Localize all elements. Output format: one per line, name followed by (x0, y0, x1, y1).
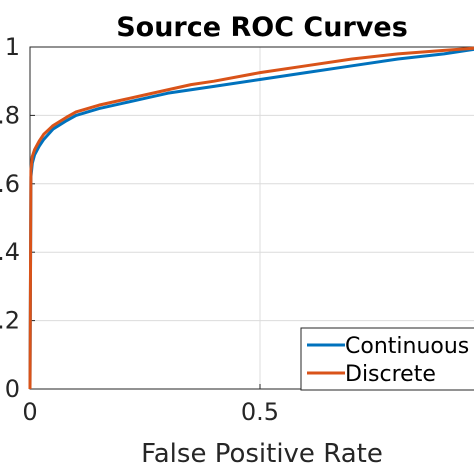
series-line-discrete (28, 46, 474, 390)
y-tick-label-2: 0.4 (0, 238, 20, 266)
legend-box (300, 327, 474, 391)
legend-label-continuous: Continuous (345, 334, 469, 359)
x-tick-label-0: 0 (22, 398, 37, 426)
x-tick-label-1: 0.5 (241, 398, 279, 426)
y-tick-label-1: 0.2 (0, 307, 20, 335)
legend-label-discrete: Discrete (345, 362, 436, 387)
y-tick-label-3: 0.6 (0, 170, 20, 198)
y-tick-label-5: 1 (5, 33, 20, 61)
y-tick-label-4: 0.8 (0, 101, 20, 129)
chart-title: Source ROC Curves (116, 12, 408, 43)
y-tick-label-0: 0 (5, 375, 20, 403)
series-lines (28, 46, 474, 390)
legend: Continuous Discrete (300, 327, 474, 391)
tick-labels: 0 0.5 0 0.2 0.4 0.6 0.8 1 (0, 33, 279, 426)
series-line-continuous (28, 47, 474, 390)
x-axis-label: False Positive Rate (141, 439, 383, 469)
